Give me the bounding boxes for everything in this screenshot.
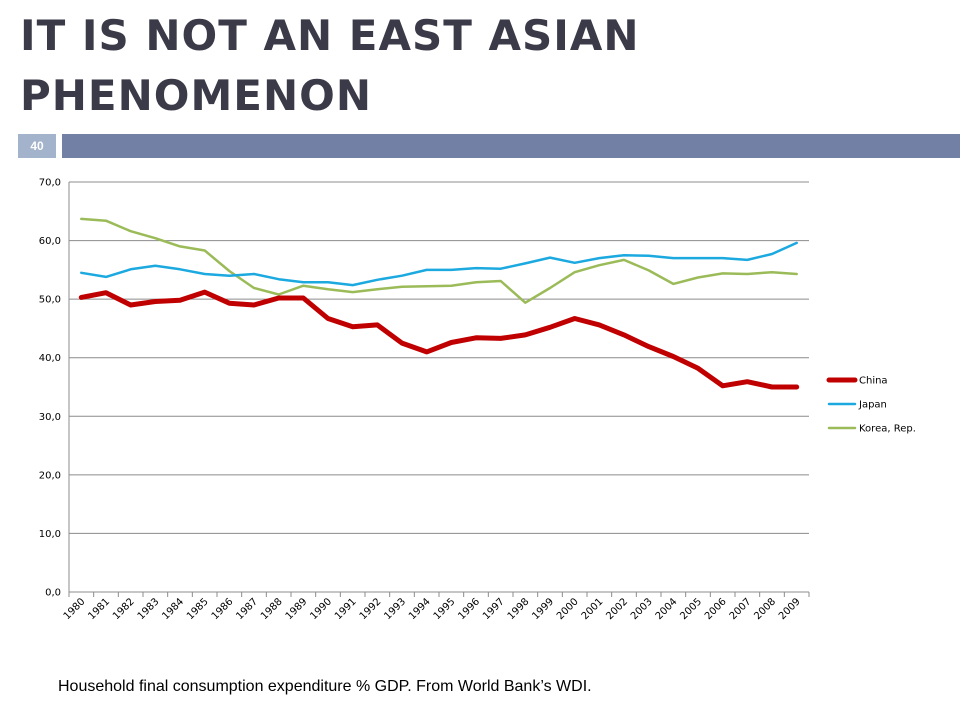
page-number-badge: 40 [18, 134, 56, 158]
legend: China Japan Korea, Rep. [826, 376, 916, 435]
series-lines [78, 217, 800, 390]
x-tick-label: 1998 [506, 596, 532, 622]
x-tick-label: 2007 [728, 596, 754, 622]
x-tick-label: 1981 [86, 596, 112, 622]
series-line-japan [80, 241, 798, 287]
x-tick-label: 1991 [333, 596, 359, 622]
x-tick-label: 2006 [703, 596, 729, 622]
x-tick-label: 2000 [555, 596, 581, 622]
x-tick-label: 2009 [777, 596, 803, 622]
x-tick-label: 1985 [185, 596, 211, 622]
chart-caption: Household final consumption expenditure … [58, 678, 592, 695]
slide-title: IT IS NOT AN EAST ASIAN PHENOMENON [20, 11, 640, 120]
title-rule [62, 134, 960, 158]
x-tick-label: 1980 [62, 596, 88, 622]
x-tick-label: 1995 [432, 596, 458, 622]
gridlines [69, 181, 809, 593]
x-tick-label: 2001 [580, 596, 606, 622]
x-tick-label: 1984 [160, 596, 186, 622]
y-tick-label: 10,0 [39, 529, 61, 540]
legend-label: Korea, Rep. [859, 424, 916, 435]
x-tick-label: 1992 [358, 596, 384, 622]
x-tick-label: 1987 [234, 596, 260, 622]
x-tick-label: 2002 [604, 596, 630, 622]
x-tick-label: 1993 [382, 596, 408, 622]
x-tick-label: 1996 [456, 596, 482, 622]
x-tick-label: 2003 [629, 596, 655, 622]
x-tick-label: 1999 [530, 596, 556, 622]
x-tick-label: 1989 [284, 596, 310, 622]
y-tick-label: 40,0 [39, 353, 61, 364]
x-tick-label: 2004 [654, 596, 680, 622]
x-tick-label: 1983 [136, 596, 162, 622]
x-tick-label: 2005 [678, 596, 704, 622]
series-line-korea-rep [80, 217, 798, 304]
x-tick-label: 1988 [259, 596, 285, 622]
line-chart: 0,010,020,030,040,050,060,070,0198019811… [39, 178, 916, 623]
y-tick-label: 50,0 [39, 295, 61, 306]
y-tick-label: 60,0 [39, 236, 61, 247]
x-tick-label: 1986 [210, 596, 236, 622]
legend-label: Japan [858, 400, 887, 411]
axes: 0,010,020,030,040,050,060,070,0198019811… [39, 178, 810, 622]
x-tick-label: 2008 [752, 596, 778, 622]
y-tick-label: 70,0 [39, 178, 61, 189]
x-tick-label: 1982 [111, 596, 137, 622]
y-tick-label: 0,0 [45, 588, 61, 599]
x-tick-label: 1994 [407, 596, 433, 622]
y-tick-label: 20,0 [39, 470, 61, 481]
x-tick-label: 1990 [308, 596, 334, 622]
y-tick-label: 30,0 [39, 412, 61, 423]
legend-label: China [859, 376, 888, 387]
x-tick-label: 1997 [481, 596, 507, 622]
series-line-china [78, 289, 800, 390]
